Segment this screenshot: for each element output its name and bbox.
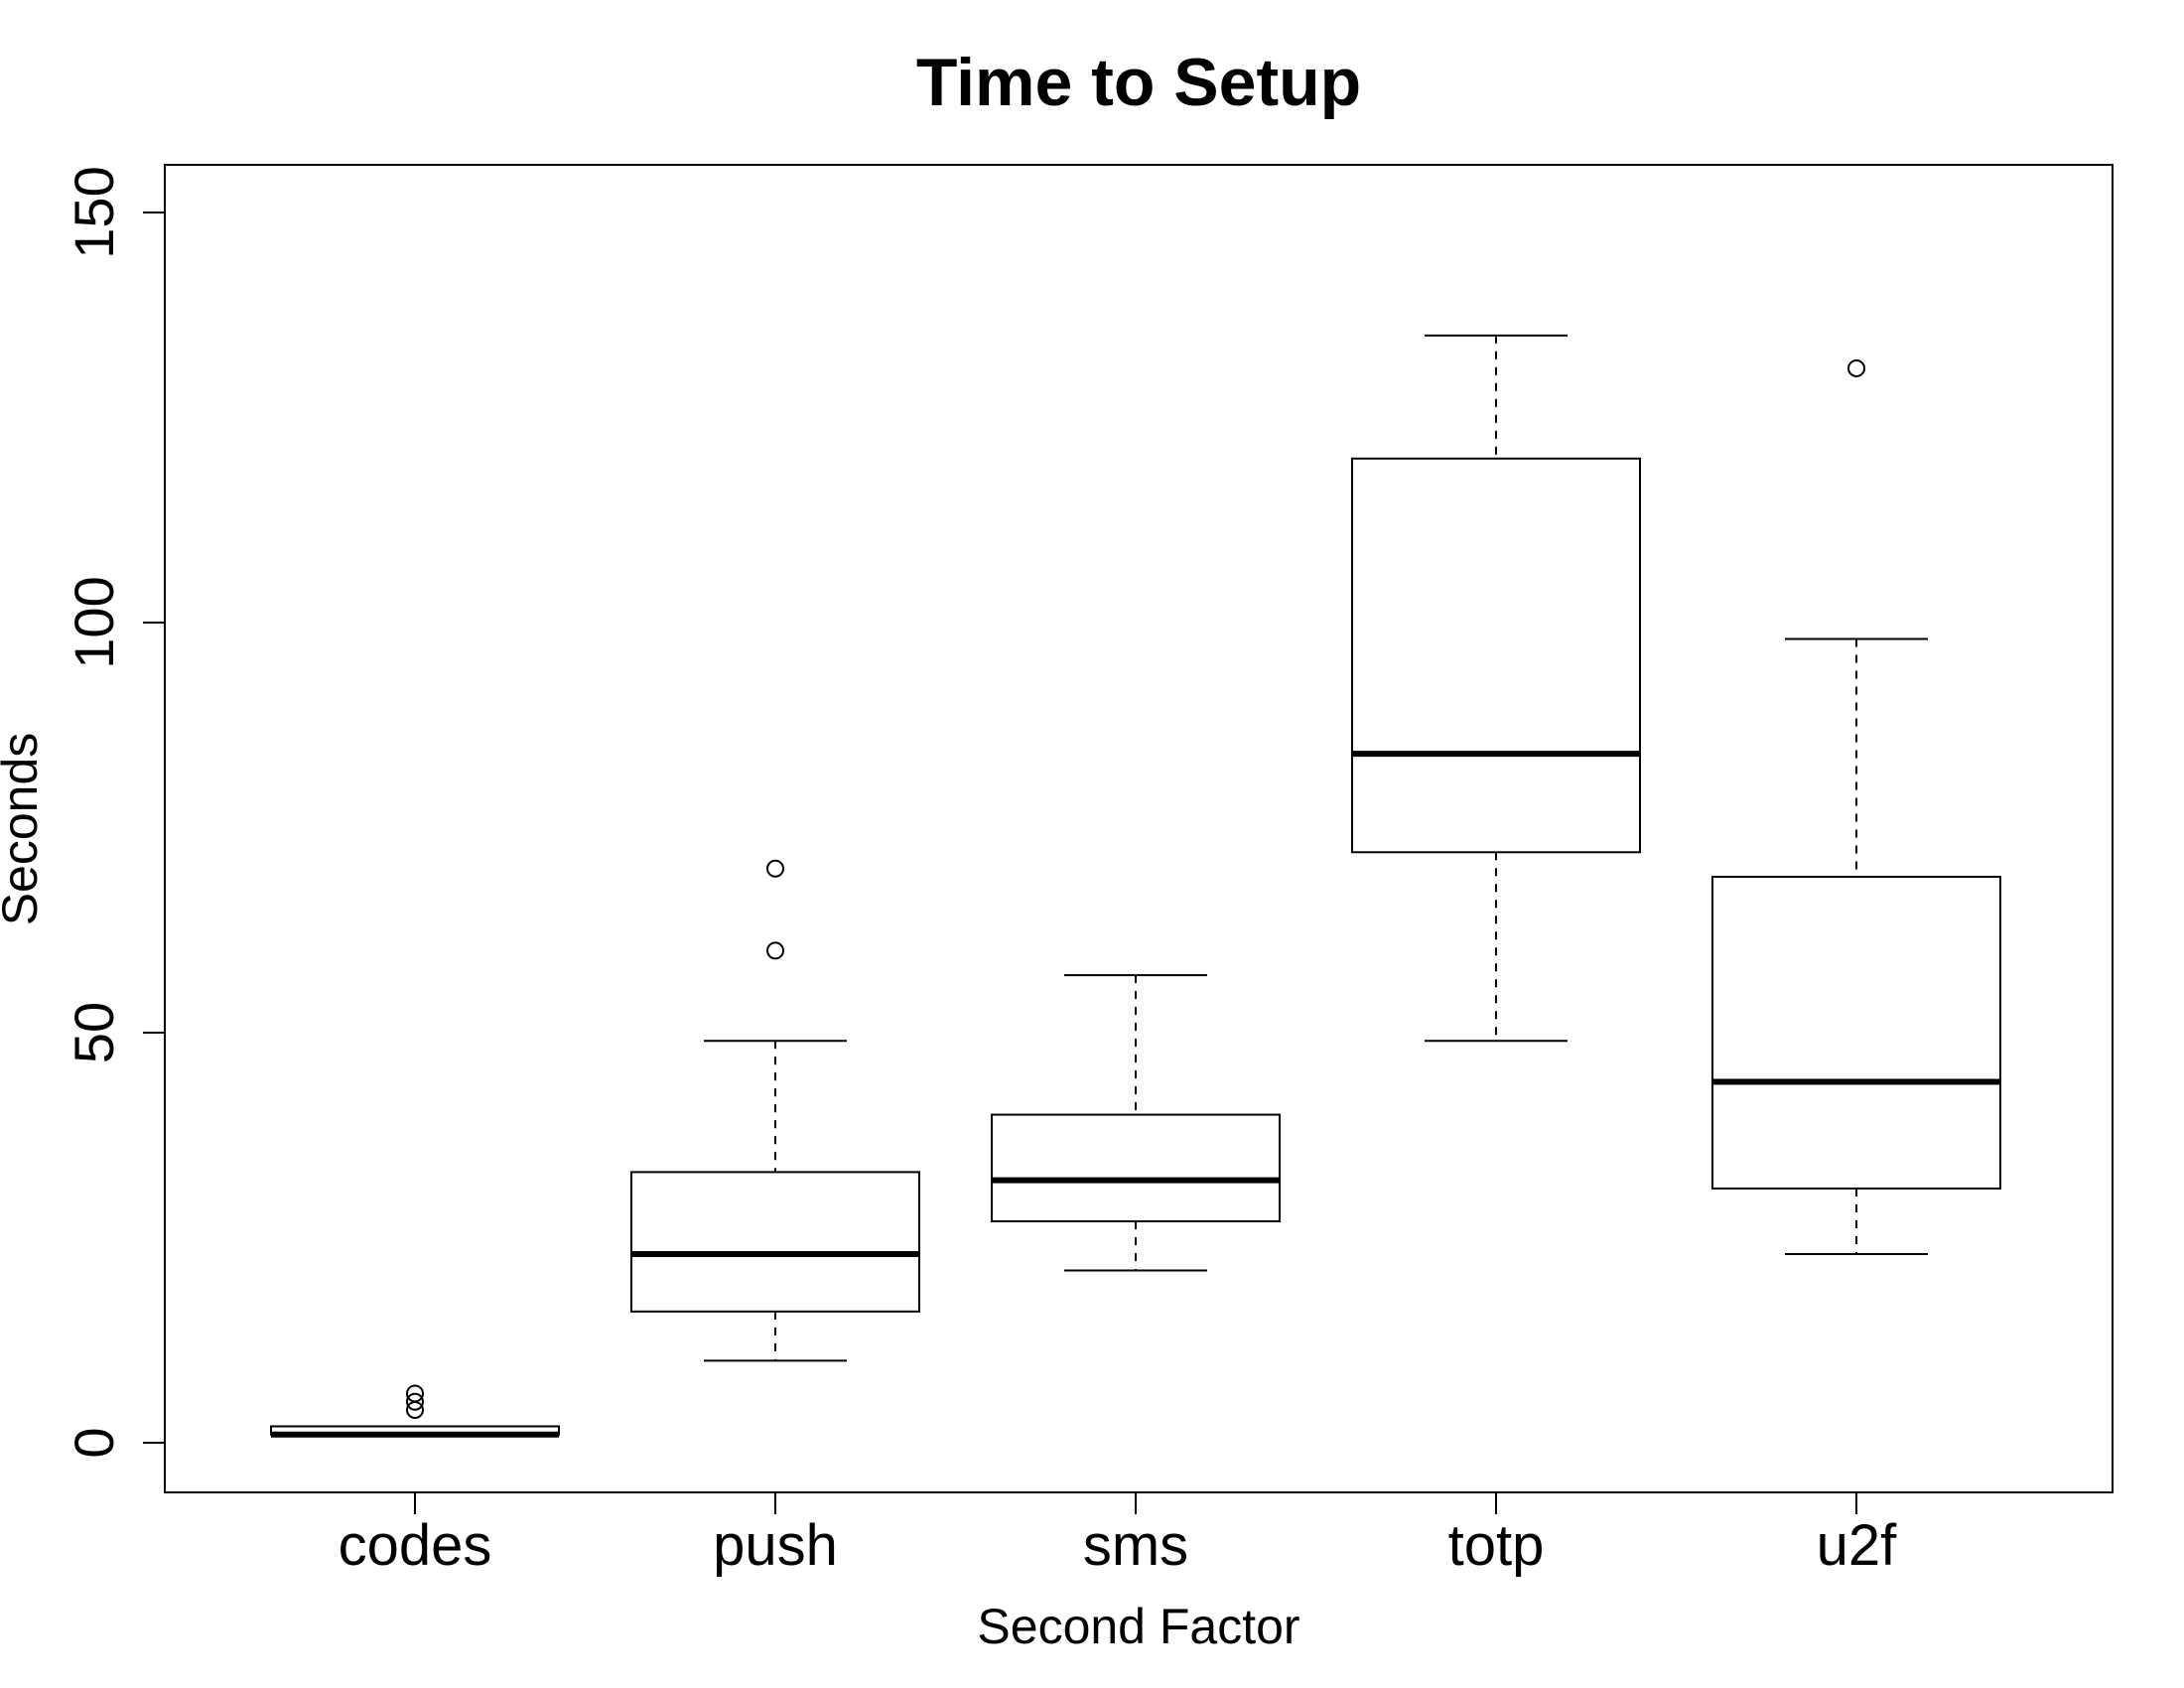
box-codes [270, 1384, 560, 1438]
box-u2f [1711, 358, 2001, 1256]
x-axis-label: Second Factor [977, 1599, 1299, 1654]
y-tick-label: 100 [63, 576, 125, 668]
chart-title: Time to Setup [916, 45, 1361, 120]
x-tick-label: sms [1083, 1513, 1188, 1578]
box-sms [991, 974, 1281, 1272]
plot-frame [164, 164, 2114, 1493]
box-body [630, 1171, 920, 1313]
box-body [991, 1113, 1281, 1222]
y-tick-label: 0 [63, 1427, 125, 1458]
outlier-point [406, 1384, 424, 1403]
x-tick-label: push [713, 1513, 838, 1578]
box-body [1711, 876, 2001, 1190]
x-axis: codes push sms totp u2f [339, 1492, 1898, 1578]
x-tick-label: u2f [1817, 1513, 1898, 1578]
x-tick-label: codes [339, 1513, 492, 1578]
y-axis-label: Seconds [0, 733, 48, 926]
outlier-point [766, 859, 784, 878]
y-tick-label: 150 [63, 166, 125, 258]
y-axis: 0 50 100 150 [63, 166, 166, 1459]
box-totp [1351, 334, 1641, 1043]
outlier-point [406, 1392, 424, 1411]
box-push [630, 859, 920, 1362]
boxes-group [270, 334, 2001, 1438]
box-body [1351, 457, 1641, 854]
y-tick-label: 50 [63, 1002, 125, 1063]
outlier-point [766, 941, 784, 960]
outlier-point [1847, 358, 1865, 377]
x-tick-label: totp [1448, 1513, 1545, 1578]
